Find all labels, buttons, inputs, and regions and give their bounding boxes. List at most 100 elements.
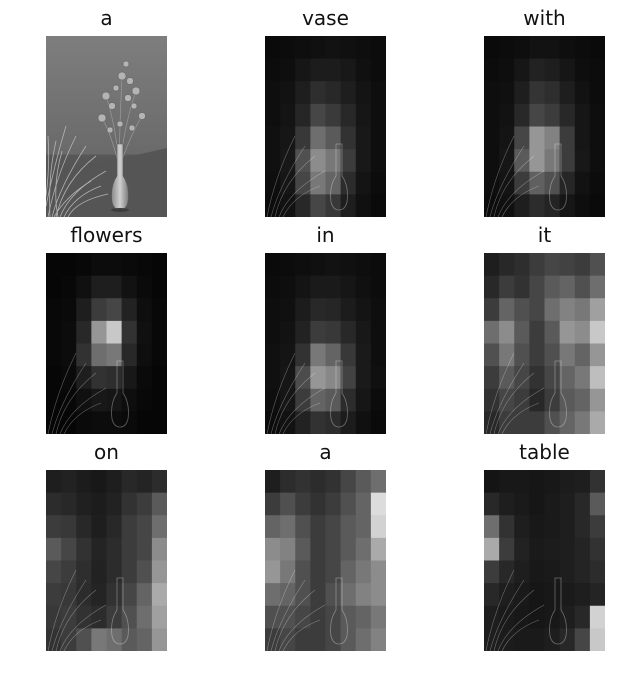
attention-cell — [265, 492, 281, 516]
attention-cell — [325, 298, 342, 322]
attention-cell — [136, 411, 153, 434]
attention-cell — [589, 343, 605, 367]
attention-cell — [340, 194, 357, 217]
attention-cell — [484, 149, 500, 173]
attention-cell — [310, 81, 327, 105]
attention-cell — [310, 628, 327, 651]
attention-cell — [559, 366, 576, 390]
attention-cell — [325, 470, 342, 494]
attention-cell — [499, 298, 515, 322]
attention-cell — [106, 320, 123, 345]
attention-cell — [136, 275, 153, 299]
attention-cell — [589, 298, 605, 322]
attention-cell — [340, 515, 357, 539]
attention-cell — [484, 388, 500, 412]
attention-cell — [265, 275, 281, 299]
attention-cell — [310, 36, 327, 60]
attention-cell — [544, 388, 561, 412]
attention-cell — [355, 366, 372, 390]
attention-cell — [355, 126, 372, 150]
attention-cell — [589, 628, 605, 651]
attention-cell — [325, 126, 342, 150]
attention-cell — [310, 366, 327, 390]
attention-cell — [544, 366, 561, 390]
attention-cell — [484, 81, 500, 105]
attention-cell — [544, 560, 561, 584]
attention-cell — [589, 126, 605, 150]
attention-cell — [355, 298, 372, 322]
attention-cell — [106, 253, 123, 277]
attention-cell — [340, 103, 357, 128]
attention-cell — [136, 320, 153, 345]
attention-cell — [340, 36, 357, 60]
attention-cell — [589, 583, 605, 607]
attention-cell — [559, 605, 576, 629]
attention-cell — [151, 605, 167, 629]
attention-cell — [370, 275, 386, 299]
attention-cell — [514, 560, 530, 584]
attention-cell — [514, 320, 530, 345]
attention-cell — [370, 58, 386, 82]
attention-cell — [529, 58, 546, 82]
attention-cell — [106, 515, 123, 539]
attention-cell — [544, 605, 561, 629]
attention-cell — [280, 103, 296, 128]
attention-cell — [529, 560, 546, 584]
attention-cell — [151, 275, 167, 299]
attention-cell — [484, 194, 500, 217]
attention-cell — [280, 126, 296, 150]
attention-cell — [514, 492, 530, 516]
attention-cell — [46, 388, 62, 412]
attention-cell — [514, 103, 530, 128]
attention-cell — [76, 515, 92, 539]
attention-cell — [91, 492, 108, 516]
attention-cell — [544, 515, 561, 539]
attention-cell — [574, 298, 591, 322]
attention-cell — [559, 126, 576, 150]
attention-cell — [265, 560, 281, 584]
attention-cell — [529, 253, 546, 277]
attention-cell — [121, 515, 138, 539]
attention-cell — [544, 628, 561, 651]
attention-cell — [589, 515, 605, 539]
attention-cell — [514, 605, 530, 629]
attention-cell — [529, 298, 546, 322]
attention-cell — [340, 126, 357, 150]
attention-cell — [265, 470, 281, 494]
attention-cell — [310, 126, 327, 150]
attention-cell — [295, 537, 311, 562]
attention-cell — [370, 583, 386, 607]
attention-cell — [574, 275, 591, 299]
attention-cell — [544, 253, 561, 277]
attention-cell — [514, 470, 530, 494]
attention-cell — [46, 470, 62, 494]
attention-cell — [310, 253, 327, 277]
attention-cell — [499, 628, 515, 651]
attention-cell — [46, 537, 62, 562]
attention-cell — [514, 388, 530, 412]
attention-cell — [370, 298, 386, 322]
attention-cell — [61, 605, 77, 629]
vase-overlay — [266, 135, 348, 217]
attention-cell — [514, 126, 530, 150]
attention-cell — [499, 275, 515, 299]
attention-cell — [280, 366, 296, 390]
attention-cell — [310, 298, 327, 322]
attention-cell — [499, 126, 515, 150]
attention-cell — [106, 366, 123, 390]
attention-cell — [559, 628, 576, 651]
attention-cell — [121, 492, 138, 516]
attention-cell — [370, 388, 386, 412]
attention-cell — [529, 388, 546, 412]
attention-cell — [91, 560, 108, 584]
attention-cell — [484, 298, 500, 322]
attention-cell — [46, 320, 62, 345]
attention-cell — [91, 388, 108, 412]
attention-cell — [136, 515, 153, 539]
attention-cell — [325, 515, 342, 539]
attention-cell — [499, 560, 515, 584]
attention-cell — [46, 298, 62, 322]
attention-cell — [340, 628, 357, 651]
attention-map-drawing — [484, 36, 605, 217]
attention-cell — [340, 298, 357, 322]
